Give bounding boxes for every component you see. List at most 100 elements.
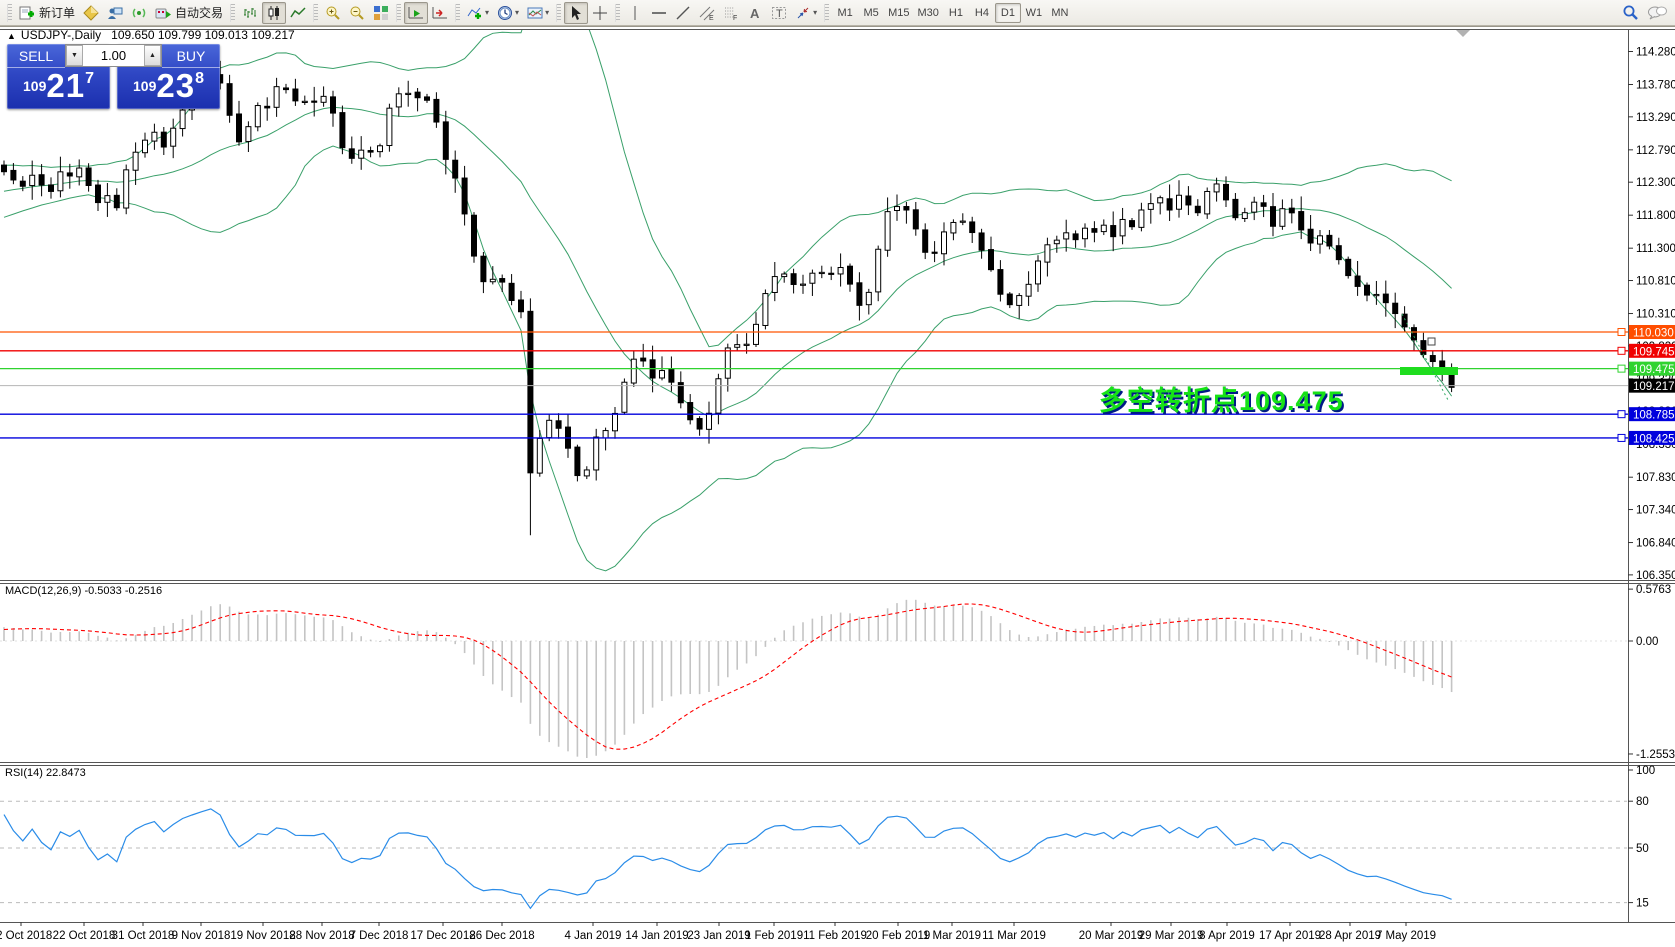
new-order-button[interactable]: 新订单	[15, 2, 79, 24]
price-tick-label: 110.310	[1636, 309, 1675, 321]
ohlc-values: 109.650 109.799 109.013 109.217	[111, 28, 295, 42]
channel-tool[interactable]: E	[695, 2, 719, 24]
support-highlight-bar[interactable]	[1400, 367, 1458, 375]
trendline-handle[interactable]	[1427, 337, 1436, 346]
zoom-out-icon	[350, 6, 364, 20]
vertical-line-icon	[634, 5, 636, 20]
crosshair-tool-button[interactable]	[588, 2, 612, 24]
svg-text:A: A	[750, 6, 760, 21]
bollinger-middle-band	[3, 106, 1452, 418]
bar-chart-mode-button[interactable]	[238, 2, 262, 24]
signals-button[interactable]	[127, 2, 151, 24]
line-handle[interactable]	[1617, 433, 1626, 442]
arrows-dropdown[interactable]: ▾	[791, 2, 821, 24]
zoom-out-button[interactable]	[345, 2, 369, 24]
price-level-label	[1629, 325, 1675, 339]
community-chat-button[interactable]	[1643, 2, 1671, 24]
rsi-tick-label: 100	[1636, 765, 1655, 777]
svg-text:F: F	[733, 15, 737, 21]
timeframe-button-h1[interactable]: H1	[948, 6, 963, 19]
svg-text:T: T	[776, 8, 783, 20]
candlestick-mode-button[interactable]	[262, 1, 287, 24]
cursor-tool-button[interactable]	[564, 1, 589, 24]
buy-label: BUY	[162, 44, 220, 68]
arrows-icon	[797, 7, 809, 18]
line-handle[interactable]	[1617, 328, 1626, 336]
fibonacci-tool[interactable]: F	[719, 2, 743, 24]
one-click-toggle-icon[interactable]: ▲	[7, 31, 16, 41]
line-handle[interactable]	[1617, 364, 1626, 373]
timeframe-button-m15[interactable]: M15	[888, 6, 910, 19]
auto-trading-button[interactable]: 自动交易	[151, 2, 227, 24]
date-tick-label: 31 Oct 2018	[112, 930, 175, 942]
text-label-tool[interactable]: T	[767, 2, 791, 24]
timeframe-button-d1[interactable]: D1	[994, 2, 1021, 23]
price-tick-label: 106.840	[1636, 538, 1675, 550]
horizontal-line-tool[interactable]	[647, 2, 671, 24]
price-level-label-text: 109.745	[1633, 346, 1675, 358]
volume-increase-button[interactable]: ▲	[144, 45, 161, 66]
dashed-trendline[interactable]	[1401, 313, 1449, 401]
price-level-label-text: 110.030	[1633, 328, 1674, 340]
chart-shift-button[interactable]	[428, 2, 452, 24]
template-icon	[527, 7, 543, 18]
candlestick-icon	[268, 5, 280, 20]
tile-windows-button[interactable]	[369, 2, 393, 24]
line-handle[interactable]	[1617, 410, 1626, 419]
timeframe-button-m5[interactable]: M5	[863, 6, 879, 19]
date-tick-label: 26 Dec 2018	[469, 930, 534, 942]
zoom-in-icon	[326, 6, 340, 20]
text-tool[interactable]: A	[743, 2, 767, 24]
crosshair-icon	[593, 5, 608, 20]
price-tick-label: 107.830	[1636, 472, 1675, 484]
new-order-icon	[19, 6, 34, 19]
date-tick-label: 17 Apr 2019	[1259, 930, 1321, 942]
volume-value[interactable]: 1.00	[100, 48, 127, 63]
cursor-icon	[572, 5, 582, 20]
dropdown-arrow-icon: ▾	[545, 8, 550, 17]
chart-shift-marker	[1456, 30, 1470, 37]
price-tick-label: 110.810	[1636, 276, 1675, 288]
toolbar-grip	[615, 3, 621, 22]
date-tick-label: 7 Dec 2018	[350, 930, 409, 942]
vertical-line-tool[interactable]	[623, 2, 647, 24]
date-tick-label: 9 Nov 2018	[172, 930, 231, 942]
one-click-trading-panel: SELL 109217 BUY 109238 ▼ 1.00 ▲	[7, 44, 220, 109]
rsi-tick-label: 80	[1636, 796, 1649, 808]
auto-scroll-icon	[408, 6, 424, 18]
search-button[interactable]	[1618, 2, 1643, 24]
line-handle[interactable]	[1617, 346, 1626, 355]
price-level-label-text: 109.217	[1633, 381, 1675, 393]
date-tick-label: 20 Feb 2019	[866, 930, 931, 942]
price-tick-label: 106.350	[1636, 570, 1675, 582]
timeframe-button-w1[interactable]: W1	[1025, 6, 1043, 19]
trendline-tool[interactable]	[671, 2, 695, 24]
bollinger-upper-band	[3, 30, 1452, 348]
timeframe-button-mn[interactable]: MN	[1051, 6, 1069, 19]
timeframe-button-m1[interactable]: M1	[837, 6, 853, 19]
rsi-indicator-label: RSI(14) 22.8473	[5, 767, 86, 779]
volume-decrease-button[interactable]: ▼	[66, 45, 83, 66]
templates-dropdown[interactable]: ▾	[523, 2, 553, 24]
market-watch-button[interactable]	[79, 2, 103, 24]
price-level-label-text: 109.475	[1633, 364, 1675, 376]
date-tick-label: 11 Mar 2019	[982, 930, 1046, 942]
toolbar-grip	[230, 3, 236, 22]
timeframe-button-m30[interactable]: M30	[917, 6, 939, 19]
auto-scroll-button[interactable]	[404, 1, 429, 24]
indicators-dropdown[interactable]: ▾	[463, 2, 493, 24]
price-tick-label: 114.280	[1636, 47, 1675, 59]
date-tick-label: 12 Oct 2018	[0, 930, 52, 942]
chart-text-annotation[interactable]: 多空转折点109.475	[1099, 386, 1344, 416]
periods-dropdown[interactable]: ▾	[493, 2, 523, 24]
terminal-button[interactable]	[103, 2, 127, 24]
price-level-label	[1629, 430, 1675, 445]
timeframe-button-h4[interactable]: H4	[974, 6, 989, 19]
dropdown-arrow-icon: ▾	[813, 8, 818, 17]
zoom-in-button[interactable]	[321, 2, 345, 24]
line-chart-mode-button[interactable]	[286, 2, 310, 24]
price-tick-label: 113.290	[1636, 112, 1675, 124]
line-chart-icon	[290, 6, 306, 17]
svg-text:E: E	[709, 15, 714, 21]
